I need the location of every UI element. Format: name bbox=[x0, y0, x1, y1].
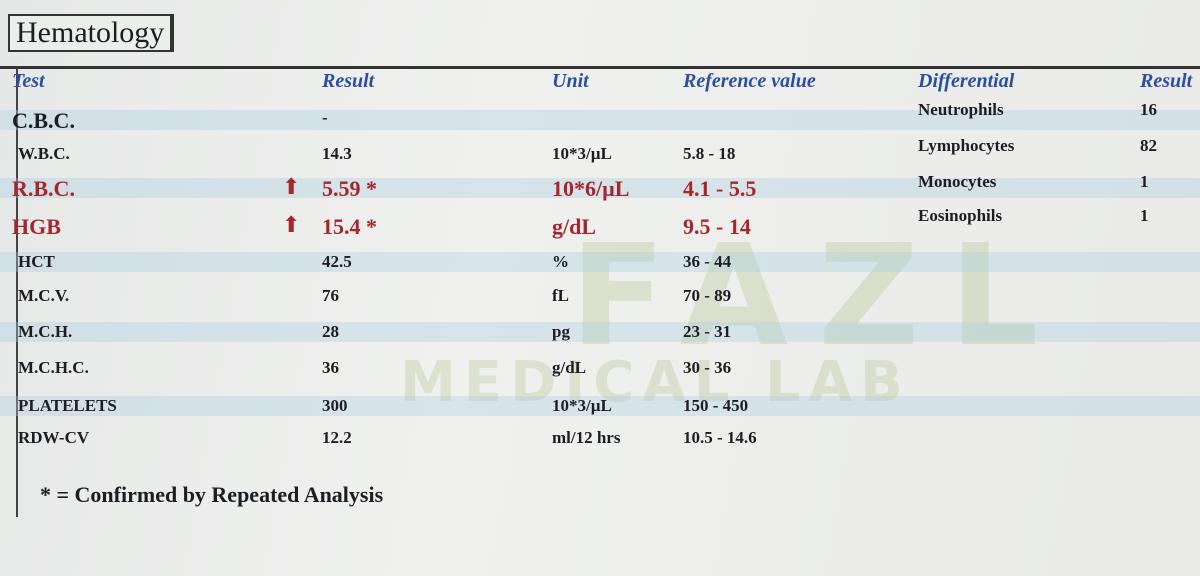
differential-name: Monocytes bbox=[918, 172, 997, 191]
cell-result: - bbox=[322, 108, 328, 127]
cell-unit: g/dL bbox=[552, 358, 587, 377]
cell-test: R.B.C. bbox=[12, 176, 75, 201]
cell-reference: 150 - 450 bbox=[683, 396, 749, 415]
cell-test: M.C.H. bbox=[18, 322, 73, 341]
footnote: * = Confirmed by Repeated Analysis bbox=[40, 482, 384, 507]
differential-result: 16 bbox=[1140, 100, 1157, 119]
cell-test: HGB bbox=[12, 214, 61, 239]
cell-test: PLATELETS bbox=[18, 396, 117, 415]
cell-reference: 36 - 44 bbox=[683, 252, 732, 271]
cell-result: 5.59 * bbox=[322, 176, 377, 201]
high-flag-arrow: ⬆ bbox=[282, 174, 301, 199]
cell-unit: % bbox=[552, 252, 569, 271]
cell-test: W.B.C. bbox=[18, 144, 70, 163]
cell-reference: 30 - 36 bbox=[683, 358, 732, 377]
left-rule bbox=[16, 69, 18, 517]
cell-test: M.C.V. bbox=[18, 286, 70, 305]
differential-result: 82 bbox=[1140, 136, 1157, 155]
row-stripe bbox=[0, 252, 1200, 272]
cell-unit: 10*3/µL bbox=[552, 144, 612, 163]
column-header: Test bbox=[12, 70, 45, 92]
differential-result: 1 bbox=[1140, 206, 1149, 225]
cell-result: 36 bbox=[322, 358, 339, 377]
high-flag-arrow: ⬆ bbox=[282, 212, 301, 237]
section-title: Hematology bbox=[8, 14, 175, 52]
watermark-name: FAZL bbox=[570, 215, 1069, 378]
differential-name: Eosinophils bbox=[918, 206, 1003, 225]
differential-header: Result bbox=[1140, 70, 1193, 92]
cell-reference: 4.1 - 5.5 bbox=[683, 176, 757, 201]
cell-reference: 9.5 - 14 bbox=[683, 214, 751, 239]
differential-header: Differential bbox=[918, 70, 1015, 92]
cell-result: 76 bbox=[322, 286, 339, 305]
cell-reference: 23 - 31 bbox=[683, 322, 732, 341]
cell-result: 12.2 bbox=[322, 428, 352, 447]
cell-test: C.B.C. bbox=[12, 108, 75, 133]
row-stripe bbox=[0, 322, 1200, 342]
cell-unit: pg bbox=[552, 322, 570, 341]
cell-reference: 10.5 - 14.6 bbox=[683, 428, 757, 447]
cell-result: 300 bbox=[322, 396, 348, 415]
column-header: Result bbox=[322, 70, 375, 92]
differential-result: 1 bbox=[1140, 172, 1149, 191]
cell-test: M.C.H.C. bbox=[18, 358, 89, 377]
cell-reference: 5.8 - 18 bbox=[683, 144, 736, 163]
cell-test: RDW-CV bbox=[18, 428, 90, 447]
header-rule bbox=[0, 66, 1200, 69]
cell-unit: ml/12 hrs bbox=[552, 428, 621, 447]
cell-result: 15.4 * bbox=[322, 214, 377, 239]
differential-name: Neutrophils bbox=[918, 100, 1004, 119]
cell-result: 28 bbox=[322, 322, 339, 341]
cell-result: 14.3 bbox=[322, 144, 352, 163]
watermark-subtitle: MEDICAL LAB bbox=[400, 350, 911, 415]
cell-unit: fL bbox=[552, 286, 569, 305]
differential-name: Lymphocytes bbox=[918, 136, 1015, 155]
cell-unit: g/dL bbox=[552, 214, 597, 239]
column-header: Reference value bbox=[683, 70, 816, 92]
row-stripe bbox=[0, 178, 1200, 198]
cell-result: 42.5 bbox=[322, 252, 352, 271]
column-header: Unit bbox=[552, 70, 589, 92]
cell-unit: 10*3/µL bbox=[552, 396, 612, 415]
cell-unit: 10*6/µL bbox=[552, 176, 630, 201]
row-stripe bbox=[0, 110, 1200, 130]
row-stripe bbox=[0, 396, 1200, 416]
cell-reference: 70 - 89 bbox=[683, 286, 732, 305]
cell-test: HCT bbox=[18, 252, 55, 271]
